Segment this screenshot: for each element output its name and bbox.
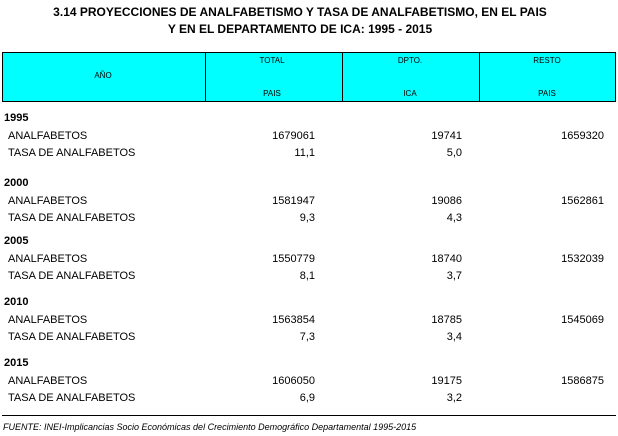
cell-value: 11,1 [294,147,315,159]
year: 2005 [4,235,29,247]
cell-value: 3,4 [446,331,462,343]
cell-value: 19741 [431,130,462,142]
cell-value: 8,1 [299,270,315,282]
cell-value: 18785 [431,314,462,326]
year: 2000 [4,177,29,189]
column-header: RESTO [533,56,561,65]
row-label: TASA DE ANALFABETOS [8,392,136,404]
cell-value: 4,3 [446,212,462,224]
column-header: TOTAL [259,56,285,65]
cell-value: 9,3 [299,212,315,224]
cell-value: 1679061 [272,130,315,142]
title: Y EN EL DEPARTAMENTO DE ICA: 1995 - 2015 [167,22,433,36]
column-header: PAIS [538,89,556,98]
cell-value: 1545069 [561,314,604,326]
row-label: ANALFABETOS [8,130,88,142]
row-label: ANALFABETOS [8,253,88,265]
column-divider [342,53,343,101]
row-label: ANALFABETOS [8,375,88,387]
year: 2015 [4,357,29,369]
cell-value: 19086 [431,195,462,207]
cell-value: 7,3 [299,331,315,343]
column-header: AÑO [94,71,112,80]
cell-value: 1550779 [272,253,315,265]
column-header: PAIS [263,89,281,98]
footer: FUENTE: INEI-Implicancias Socio Económic… [3,422,417,432]
row-label: ANALFABETOS [8,195,88,207]
column-header: DPTO. [397,56,423,65]
column-divider [479,53,480,101]
cell-value: 3,2 [446,392,462,404]
cell-value: 5,0 [446,147,462,159]
cell-value: 1581947 [272,195,315,207]
footer-rule [2,415,616,416]
cell-value: 1586875 [561,375,604,387]
column-header: ICA [403,89,417,98]
row-label: TASA DE ANALFABETOS [8,147,136,159]
cell-value: 1659320 [561,130,604,142]
header-box [2,52,616,102]
cell-value: 3,7 [446,270,462,282]
column-divider [205,53,206,101]
year: 1995 [4,112,29,124]
cell-value: 1606050 [272,375,315,387]
cell-value: 6,9 [299,392,315,404]
row-label: TASA DE ANALFABETOS [8,331,136,343]
cell-value: 1563854 [272,314,315,326]
row-label: TASA DE ANALFABETOS [8,212,136,224]
year: 2010 [4,296,29,308]
row-label: ANALFABETOS [8,314,88,326]
cell-value: 1532039 [561,253,604,265]
cell-value: 19175 [431,375,462,387]
row-label: TASA DE ANALFABETOS [8,270,136,282]
cell-value: 18740 [431,253,462,265]
title: 3.14 PROYECCIONES DE ANALFABETISMO Y TAS… [53,5,547,19]
cell-value: 1562861 [561,195,604,207]
